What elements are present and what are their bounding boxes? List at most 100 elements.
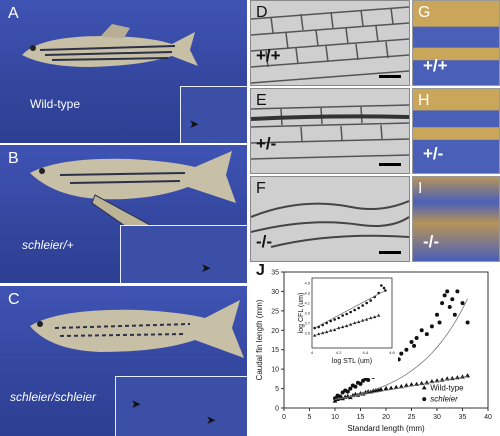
wild-type-point <box>332 398 338 403</box>
inset-x-axis-label: log STL (um) <box>332 358 372 365</box>
caudal-fin-chart: 0 5 10 15 20 25 30 35 40 0 5 10 15 20 25 30 35 Standard l… <box>255 270 492 434</box>
schleier-point <box>440 301 445 306</box>
zebrafish-image <box>30 300 244 358</box>
arrowhead-icon: ➤ <box>206 413 217 427</box>
y-tick-label: 35 <box>271 270 279 277</box>
schleier-point <box>366 378 371 383</box>
schleier-point <box>455 289 460 294</box>
inset-schleier-point <box>361 304 364 307</box>
schleier-point <box>358 381 363 386</box>
genotype-label: +/- <box>423 144 444 163</box>
inset-schleier-point <box>329 319 332 323</box>
genotype-label: +/+ <box>423 56 448 75</box>
inset-wild-type-fit <box>314 315 379 336</box>
schleier-point <box>424 332 429 337</box>
wild-type-point <box>393 384 399 390</box>
wild-type-point <box>409 382 414 387</box>
inset-schleier-point <box>325 321 328 325</box>
genotype-caption: schleier/schleier <box>10 390 97 404</box>
x-tick-label: 25 <box>408 414 416 421</box>
inset-y-tick-label: 4.3 <box>304 291 310 296</box>
wild-type-point <box>378 386 384 391</box>
inset-schleier-point <box>345 312 348 316</box>
panel-j: J 0 5 10 15 20 25 30 35 40 0 5 10 15 20 25 30 35 Standard… <box>252 262 500 436</box>
x-tick-label: 5 <box>308 414 312 421</box>
legend-circle-icon <box>422 397 427 402</box>
panel-label: I <box>418 180 423 197</box>
inset-y-tick-label: 4.5 <box>304 281 310 286</box>
inset-x-tick-label: 4.4 <box>363 350 369 355</box>
inset-schleier-fit <box>314 290 386 329</box>
y-tick-label: 30 <box>271 289 279 296</box>
arrowhead-icon: ➤ <box>201 261 212 275</box>
arrowhead-icon: ➤ <box>131 397 142 411</box>
schleier-point <box>445 289 450 294</box>
inset-background <box>300 274 398 378</box>
y-tick-label: 25 <box>271 308 279 315</box>
schleier-point <box>465 320 470 325</box>
panel-i: I -/- <box>412 176 500 262</box>
inset-schleier-point <box>380 284 383 287</box>
panel-label: J <box>256 262 265 279</box>
y-tick-label: 20 <box>271 328 279 335</box>
micrograph-image <box>251 200 409 248</box>
x-tick-label: 40 <box>484 414 492 421</box>
panel-label: F <box>256 180 266 197</box>
micrograph-image <box>251 6 409 84</box>
legend-label: schleier <box>430 395 458 404</box>
y-tick-label: 15 <box>271 347 279 354</box>
inset-wild-type-point <box>313 333 317 337</box>
schleier-point <box>348 386 353 391</box>
scale-bar <box>379 251 401 254</box>
panel-label: C <box>8 291 20 308</box>
panel-a: A Wild-type ➤ <box>0 0 247 143</box>
panel-label: G <box>418 4 431 21</box>
schleier-point <box>409 339 414 344</box>
wild-type-fit-line <box>334 375 468 400</box>
panel-label: A <box>8 5 19 22</box>
panel-g: G +/+ <box>412 0 500 86</box>
y-tick-label: 5 <box>275 386 279 393</box>
y-tick-label: 0 <box>275 406 279 413</box>
micrograph-image <box>251 104 409 160</box>
x-tick-label: 30 <box>433 414 441 421</box>
inset-wild-type-point <box>333 328 337 332</box>
inset-schleier-point <box>365 301 368 305</box>
x-tick-label: 35 <box>459 414 467 421</box>
panel-d: D +/+ <box>250 0 410 86</box>
schleier-point <box>447 304 452 309</box>
zebrafish-image <box>22 24 198 67</box>
wild-type-point <box>388 385 394 390</box>
barbel-inset: ➤ ➤ <box>115 376 247 436</box>
inset-x-tick-label: 4 <box>311 350 314 355</box>
panel-label: B <box>8 150 19 167</box>
panel-label: E <box>256 92 267 109</box>
genotype-label: +/- <box>256 134 277 153</box>
y-axis-label: Caudal fin length (mm) <box>255 299 264 380</box>
inset-y-tick-label: 4.1 <box>304 301 310 306</box>
schleier-point <box>414 336 419 341</box>
wild-type-point <box>404 382 409 388</box>
inset-frame <box>311 277 393 349</box>
schleier-point <box>442 293 447 298</box>
schleier-point <box>412 343 417 348</box>
panel-e: E +/- <box>250 88 410 174</box>
inset-schleier-point <box>357 306 360 310</box>
inset-schleier-point <box>337 316 340 320</box>
genotype-label: -/- <box>423 232 440 251</box>
panel-f: F -/- <box>250 176 410 262</box>
inset-y-tick-label: 3.7 <box>304 321 310 326</box>
inset-schleier-point <box>369 299 372 302</box>
panel-c: C schleier/schleier ➤ ➤ <box>0 286 247 436</box>
inset-x-tick-label: 4.2 <box>336 350 342 355</box>
schleier-point <box>399 351 404 356</box>
scale-bar <box>379 163 401 166</box>
barbel-inset: ➤ <box>180 86 247 143</box>
schleier-fit-curve <box>334 298 468 400</box>
schleier-point <box>435 312 439 317</box>
legend-label: Wild-type <box>430 383 464 392</box>
schleier-point <box>460 301 465 306</box>
inset-x-tick-label: 4.6 <box>389 350 395 355</box>
inset-schleier-point <box>353 308 356 312</box>
panel-b: B schleier/+ ➤ <box>0 145 247 283</box>
